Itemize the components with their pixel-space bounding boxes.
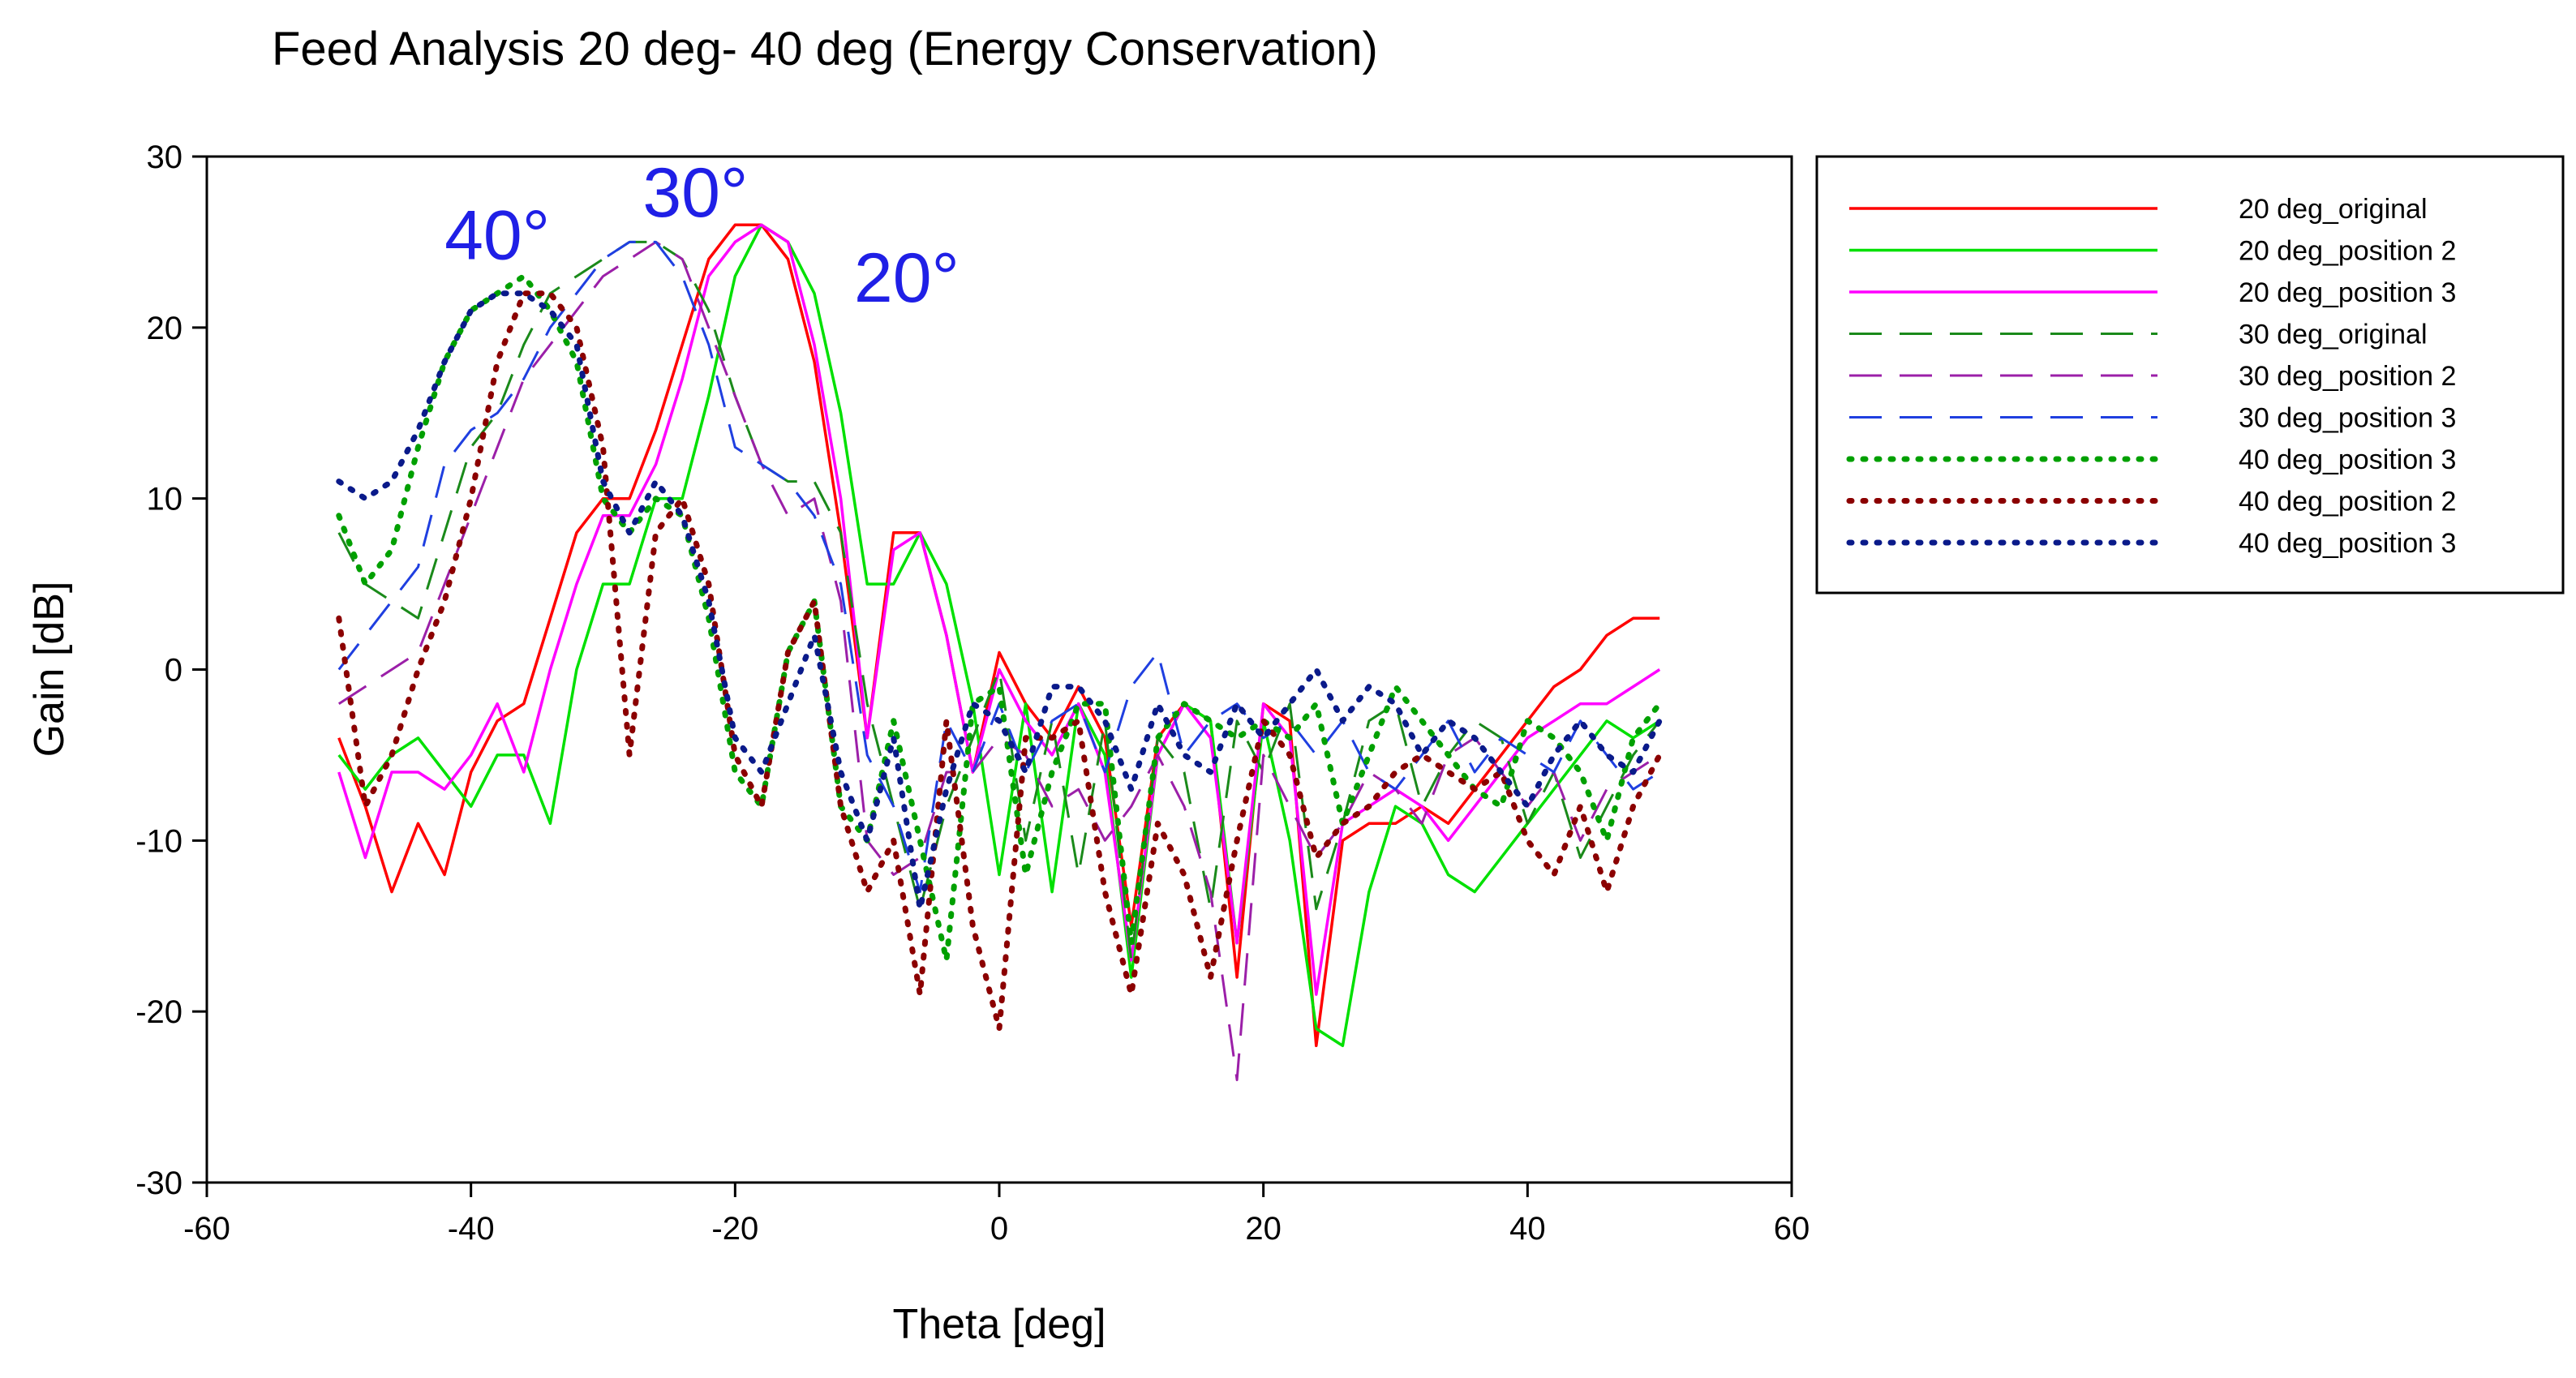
x-tick-label: -20: [711, 1211, 758, 1247]
peak-annotations: 40° 30° 20°: [444, 154, 960, 317]
chart-title: Feed Analysis 20 deg- 40 deg (Energy Con…: [272, 23, 1378, 75]
series-line-8: [336, 290, 1663, 1032]
y-tick-label: -20: [135, 994, 182, 1030]
series-line-9: [336, 290, 1663, 912]
y-tick-label: 10: [147, 482, 183, 517]
legend-label: 40 deg_position 3: [2239, 528, 2456, 559]
legend-box: [1815, 155, 2565, 595]
legend-label: 40 deg_position 2: [2239, 487, 2456, 517]
legend: 20 deg_original 20 deg_position 2 20 deg_p…: [1815, 155, 2565, 595]
x-tick-label: -40: [448, 1211, 495, 1247]
y-tick-label: 30: [147, 140, 183, 175]
series-line-4: [337, 240, 1661, 962]
legend-label: 20 deg_original: [2239, 194, 2428, 225]
y-tick-label: 20: [147, 311, 183, 346]
legend-label: 30 deg_position 2: [2239, 361, 2456, 392]
y-tick-label: -30: [135, 1166, 182, 1201]
x-axis-ticks: -60 -40 -20 0 20 40 60: [183, 1183, 1810, 1247]
series-line-7: [336, 273, 1663, 964]
legend-label: 30 deg_original: [2239, 320, 2428, 350]
series-line-2: [337, 223, 1661, 1048]
legend-label: 30 deg_position 3: [2239, 403, 2456, 434]
peak-annotation: 30°: [642, 154, 748, 232]
y-tick-label: -10: [135, 823, 182, 859]
x-tick-label: -60: [183, 1211, 230, 1247]
legend-label: 20 deg_position 2: [2239, 236, 2456, 267]
x-axis-label: Theta [deg]: [892, 1301, 1106, 1348]
y-tick-label: 0: [165, 653, 182, 689]
series-layer: [336, 223, 1663, 1081]
x-tick-label: 0: [990, 1211, 1008, 1247]
peak-annotation: 20°: [854, 239, 960, 317]
series-line-5: [337, 240, 1661, 1081]
y-axis-ticks: -30 -20 -10 0 10 20 30: [135, 140, 207, 1201]
peak-annotation: 40°: [444, 197, 550, 275]
legend-label: 20 deg_position 3: [2239, 277, 2456, 308]
series-line-3: [337, 223, 1661, 996]
legend-label: 40 deg_position 3: [2239, 444, 2456, 475]
x-tick-label: 60: [1774, 1211, 1810, 1247]
series-line-1: [337, 223, 1660, 1048]
y-axis-label: Gain [dB]: [26, 582, 73, 758]
x-tick-label: 40: [1509, 1211, 1546, 1247]
x-tick-label: 20: [1245, 1211, 1282, 1247]
